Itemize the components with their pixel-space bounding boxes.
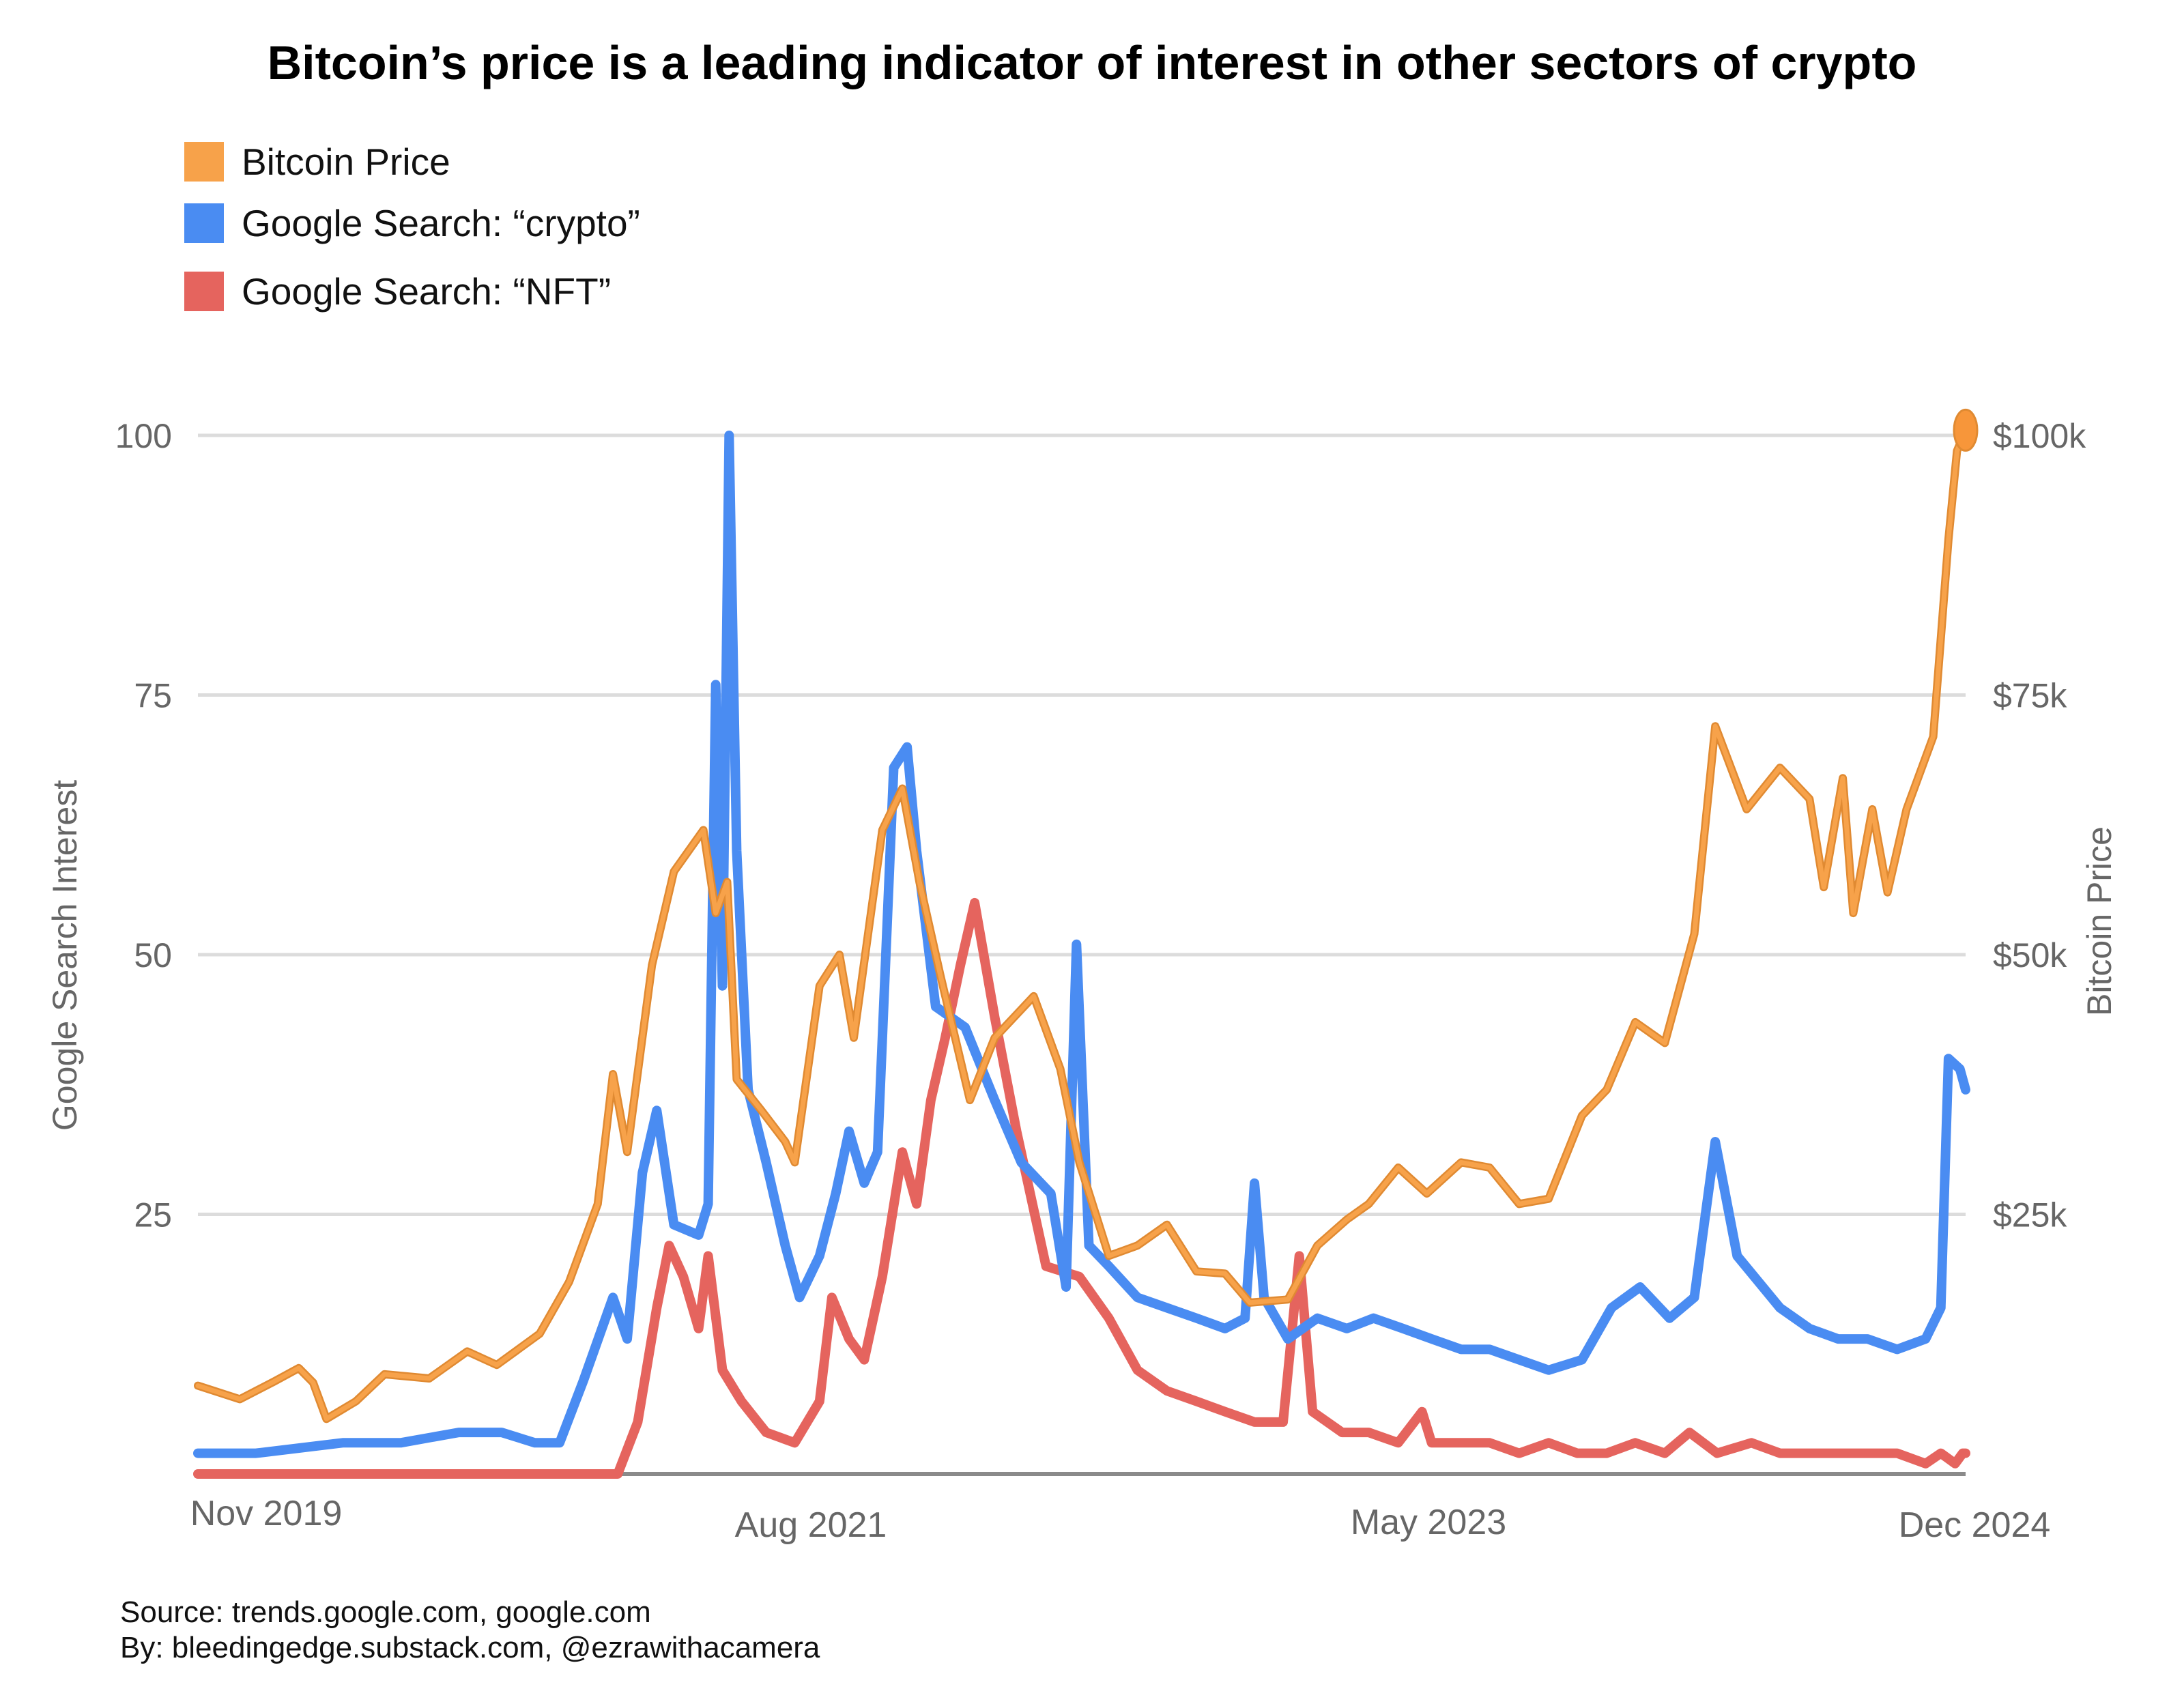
y-right-tick-label: $100k [1993,417,2086,455]
x-tick-label: Aug 2021 [735,1505,887,1545]
chart-title: Bitcoin’s price is a leading indicator o… [267,36,1917,89]
y-left-axis-title: Google Search Interest [46,780,84,1131]
legend-label-bitcoin-price: Bitcoin Price [242,141,450,183]
legend-label-search-crypto: Google Search: “crypto” [242,202,640,244]
legend-swatch-search-crypto [184,203,224,243]
y-left-tick-label: 75 [134,677,172,715]
footer-byline: By: bleedingedge.substack.com, @ezrawith… [120,1631,820,1664]
y-left-tick-label: 50 [134,936,172,974]
x-tick-label: Dec 2024 [1899,1505,2051,1545]
series-line-bitcoin-price [195,427,1968,1421]
series-line-search-nft [193,897,1970,1479]
legend-item-search-crypto: Google Search: “crypto” [184,202,640,244]
legend-item-bitcoin-price: Bitcoin Price [184,141,450,183]
x-tick-label: May 2023 [1351,1503,1506,1542]
x-tick-label: Nov 2019 [190,1494,343,1533]
footer-source: Source: trends.google.com, google.com [120,1595,651,1629]
legend-swatch-bitcoin-price [184,142,224,182]
y-right-tick-label: $75k [1993,677,2067,715]
y-right-axis-title: Bitcoin Price [2080,826,2118,1016]
bitcoin-price-endpoint-marker [1953,408,1979,452]
y-left-tick-label: 100 [115,417,172,455]
legend-item-search-nft: Google Search: “NFT” [184,270,612,313]
legend-label-search-nft: Google Search: “NFT” [242,270,612,313]
series-line-search-crypto [193,431,1970,1458]
y-left-tick-label: 25 [134,1196,172,1234]
y-right-tick-label: $25k [1993,1196,2067,1234]
legend-swatch-search-nft [184,272,224,311]
y-right-tick-label: $50k [1993,936,2067,974]
